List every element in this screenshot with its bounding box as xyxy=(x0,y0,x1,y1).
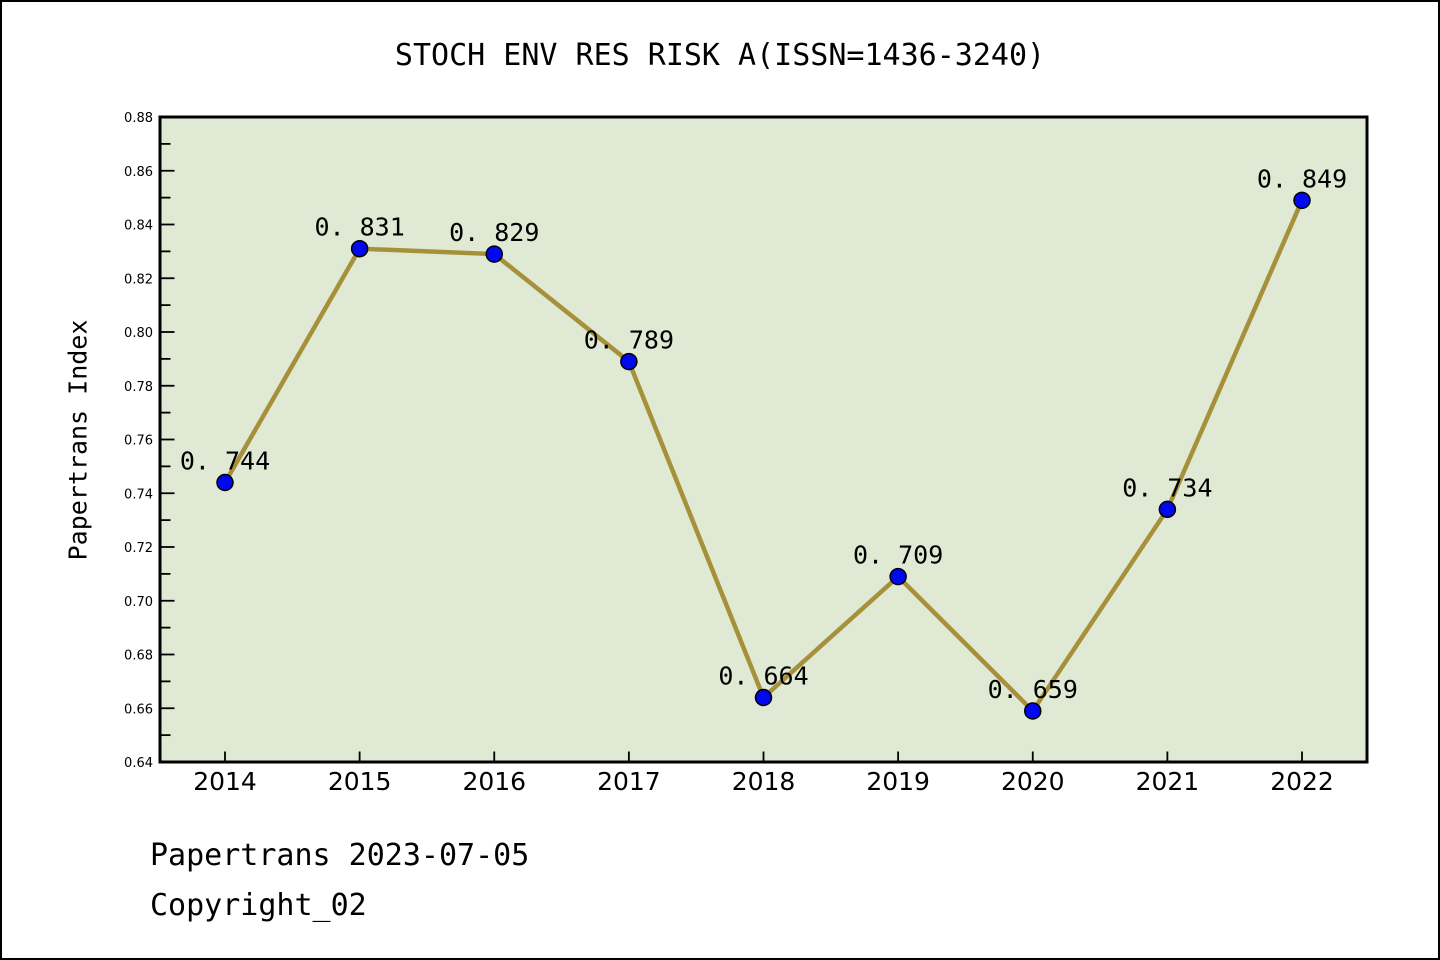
y-tick-label: 0.68 xyxy=(124,649,153,664)
data-point xyxy=(620,352,638,371)
x-tick-label: 2021 xyxy=(1136,767,1200,796)
footer-source-date: Papertrans 2023-07-05 xyxy=(150,838,530,873)
y-tick-label: 0.86 xyxy=(124,165,153,180)
x-tick-label: 2022 xyxy=(1270,767,1334,796)
y-tick-label: 0.76 xyxy=(124,434,153,449)
data-point-label: 0. 831 xyxy=(314,213,404,242)
y-axis-title: Papertrans Index xyxy=(63,319,93,561)
data-point xyxy=(754,688,773,707)
data-point-label: 0. 709 xyxy=(853,541,943,570)
data-point-label: 0. 664 xyxy=(718,662,808,691)
data-point xyxy=(1293,191,1311,210)
x-tick-label: 2019 xyxy=(866,767,930,796)
data-point xyxy=(485,245,503,263)
y-tick-label: 0.72 xyxy=(124,541,153,556)
data-point-label: 0. 734 xyxy=(1122,473,1212,502)
y-tick-label: 0.66 xyxy=(124,702,153,717)
x-tick-label: 2015 xyxy=(328,767,392,796)
plot-area xyxy=(158,115,1369,764)
y-tick-label: 0.82 xyxy=(124,272,153,287)
x-tick-label: 2020 xyxy=(1001,767,1065,796)
footer-copyright: Copyright_02 xyxy=(150,888,367,923)
chart-title: STOCH ENV RES RISK A(ISSN=1436-3240) xyxy=(394,38,1046,73)
x-tick-label: 2014 xyxy=(193,767,257,796)
data-point xyxy=(350,239,369,258)
y-tick-label: 0.74 xyxy=(124,487,153,502)
data-point xyxy=(1024,702,1042,720)
data-point-label: 0. 744 xyxy=(180,447,270,476)
y-tick-label: 0.70 xyxy=(124,595,153,610)
data-point-label: 0. 849 xyxy=(1257,164,1347,193)
y-tick-label: 0.88 xyxy=(124,111,153,126)
data-point xyxy=(1158,500,1177,519)
x-tick-label: 2018 xyxy=(732,767,796,796)
data-point-label: 0. 659 xyxy=(988,675,1078,704)
data-point-label: 0. 829 xyxy=(449,218,539,247)
data-point xyxy=(216,473,234,492)
y-tick-label: 0.64 xyxy=(124,756,153,771)
x-tick-label: 2017 xyxy=(597,767,661,796)
data-point-label: 0. 789 xyxy=(584,326,674,355)
y-tick-label: 0.78 xyxy=(124,380,153,395)
y-tick-label: 0.84 xyxy=(124,219,153,234)
x-tick-label: 2016 xyxy=(462,767,526,796)
data-point xyxy=(889,567,907,586)
y-tick-label: 0.80 xyxy=(124,326,153,341)
